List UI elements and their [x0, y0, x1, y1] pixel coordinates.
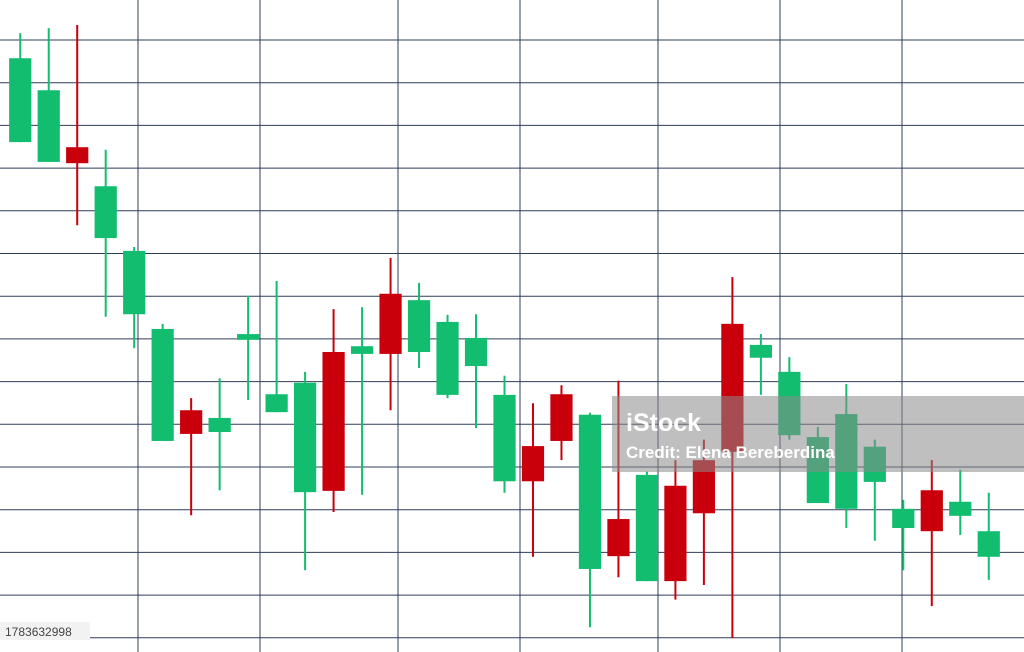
candle-body	[436, 321, 459, 395]
candle-body	[407, 300, 431, 352]
candle-body	[892, 508, 915, 528]
candle-body	[37, 90, 60, 162]
candle-body	[949, 501, 972, 516]
watermark: iStock Credit: Elena Bereberdina 1783632…	[0, 396, 1024, 640]
candle-body	[66, 147, 89, 164]
candle-body	[607, 519, 630, 557]
candle-body	[493, 394, 516, 482]
candles	[9, 24, 1000, 639]
candle-body	[94, 186, 117, 239]
watermark-credit: Credit: Elena Bereberdina	[626, 443, 835, 462]
watermark-brand: iStock	[626, 409, 701, 437]
candle-body	[350, 346, 374, 354]
watermark-band	[612, 396, 1024, 472]
candle-body	[293, 382, 317, 493]
candle-body	[464, 337, 488, 367]
candle-body	[578, 414, 602, 569]
candle-body	[180, 410, 203, 434]
candle-body	[151, 328, 174, 441]
candle-body	[749, 344, 772, 358]
candle-body	[322, 352, 345, 491]
candle-body	[123, 250, 146, 315]
candle-body	[265, 394, 288, 413]
candle-body	[550, 394, 573, 441]
candle-body	[379, 293, 402, 354]
image-id: 1783632998	[5, 625, 72, 639]
candle-body	[237, 334, 260, 340]
candle-body	[635, 474, 659, 582]
image-id-box	[0, 622, 90, 640]
candle-body	[977, 531, 1000, 557]
candle-body	[521, 446, 545, 482]
candle-body	[9, 58, 32, 143]
candle-body	[920, 490, 943, 532]
candle-body	[664, 485, 687, 582]
candle-body	[692, 460, 716, 514]
candle-body	[208, 417, 231, 432]
